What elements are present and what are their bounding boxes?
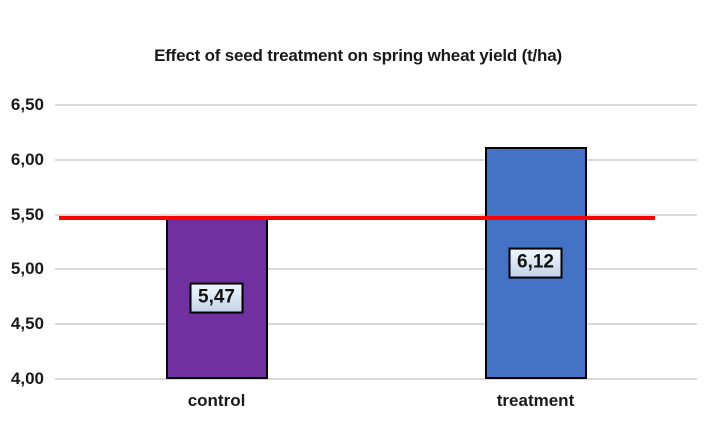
gridline <box>55 158 697 161</box>
data-label-treatment: 6,12 <box>508 247 563 279</box>
gridline <box>55 213 697 216</box>
gridline <box>55 104 697 106</box>
reference-line <box>59 215 655 220</box>
y-axis-tick-label: 6,50 <box>10 95 44 114</box>
y-axis-tick-label: 4,00 <box>10 369 44 388</box>
y-axis-tick-label: 6,00 <box>10 149 44 169</box>
category-label-control: control <box>187 391 246 410</box>
category-label-treatment: treatment <box>496 391 575 410</box>
data-label-control: 5,47 <box>189 282 244 314</box>
gridline <box>55 268 697 271</box>
y-axis-tick-label: 4,50 <box>10 314 44 334</box>
gridline <box>55 323 697 326</box>
gridline <box>55 378 697 380</box>
chart-title: Effect of seed treatment on spring wheat… <box>154 46 562 65</box>
y-axis-tick-label: 5,50 <box>10 204 44 224</box>
y-axis-tick-label: 5,00 <box>10 259 44 279</box>
